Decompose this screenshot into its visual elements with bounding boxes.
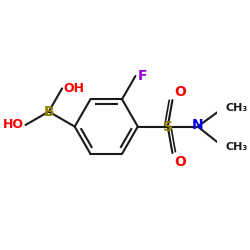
Text: HO: HO [3, 118, 24, 132]
Text: OH: OH [64, 82, 85, 95]
Text: N: N [192, 118, 203, 132]
Text: F: F [138, 69, 147, 83]
Text: S: S [163, 120, 173, 134]
Text: O: O [174, 84, 186, 98]
Text: B: B [44, 104, 54, 118]
Text: CH₃: CH₃ [225, 142, 248, 152]
Text: O: O [174, 154, 186, 168]
Text: CH₃: CH₃ [225, 103, 248, 113]
